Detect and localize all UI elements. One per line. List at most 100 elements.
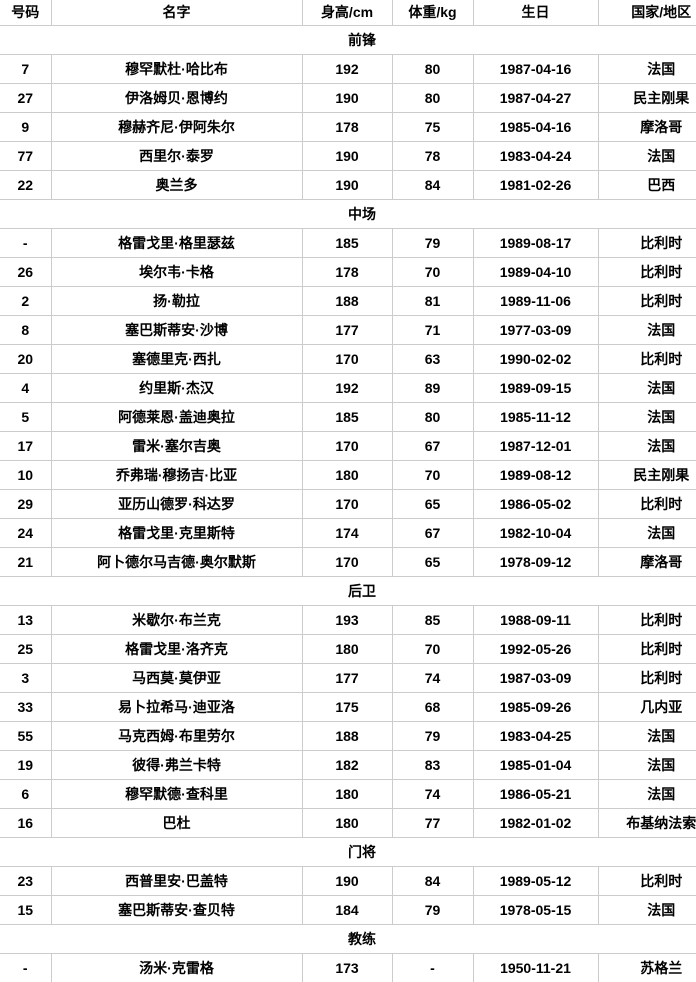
cell-number: 23 [0, 866, 52, 896]
cell-weight: 80 [392, 54, 474, 84]
table-row: 2 扬·勒拉 188 81 1989-11-06 比利时 [0, 286, 696, 316]
cell-height: 180 [302, 460, 393, 490]
cell-country: 几内亚 [598, 692, 696, 722]
cell-height: 190 [302, 170, 393, 200]
section-label: 门将 [0, 837, 696, 867]
cell-name: 汤米·克雷格 [51, 953, 303, 982]
cell-birthday: 1989-11-06 [473, 286, 599, 316]
table-row: 4 约里斯·杰汉 192 89 1989-09-15 法国 [0, 373, 696, 403]
cell-weight: 71 [392, 315, 474, 345]
table-row: 29 亚历山德罗·科达罗 170 65 1986-05-02 比利时 [0, 489, 696, 519]
cell-birthday: 1987-04-27 [473, 83, 599, 113]
cell-country: 比利时 [598, 663, 696, 693]
cell-name: 穆赫齐尼·伊阿朱尔 [51, 112, 303, 142]
cell-height: 177 [302, 315, 393, 345]
cell-country: 法国 [598, 315, 696, 345]
cell-country: 法国 [598, 54, 696, 84]
cell-birthday: 1990-02-02 [473, 344, 599, 374]
cell-height: 192 [302, 373, 393, 403]
cell-number: 29 [0, 489, 52, 519]
cell-weight: 89 [392, 373, 474, 403]
cell-birthday: 1987-12-01 [473, 431, 599, 461]
cell-number: 6 [0, 779, 52, 809]
cell-number: 3 [0, 663, 52, 693]
cell-number: 33 [0, 692, 52, 722]
cell-number: 15 [0, 895, 52, 925]
table-row: 25 格雷戈里·洛齐克 180 70 1992-05-26 比利时 [0, 634, 696, 664]
cell-name: 西普里安·巴盖特 [51, 866, 303, 896]
cell-weight: 80 [392, 83, 474, 113]
cell-number: 16 [0, 808, 52, 838]
cell-birthday: 1983-04-24 [473, 141, 599, 171]
cell-birthday: 1986-05-02 [473, 489, 599, 519]
table-row: 22 奥兰多 190 84 1981-02-26 巴西 [0, 170, 696, 200]
cell-height: 174 [302, 518, 393, 548]
cell-name: 阿德莱恩·盖迪奥拉 [51, 402, 303, 432]
cell-number: 25 [0, 634, 52, 664]
table-row: 13 米歇尔·布兰克 193 85 1988-09-11 比利时 [0, 605, 696, 635]
cell-name: 西里尔·泰罗 [51, 141, 303, 171]
cell-country: 法国 [598, 895, 696, 925]
column-header-country: 国家/地区 [598, 0, 696, 26]
cell-number: 22 [0, 170, 52, 200]
cell-number: 5 [0, 402, 52, 432]
cell-birthday: 1982-01-02 [473, 808, 599, 838]
cell-country: 法国 [598, 750, 696, 780]
cell-birthday: 1989-08-12 [473, 460, 599, 490]
cell-country: 比利时 [598, 634, 696, 664]
cell-height: 170 [302, 489, 393, 519]
cell-country: 苏格兰 [598, 953, 696, 982]
cell-name: 塞德里克·西扎 [51, 344, 303, 374]
cell-height: 185 [302, 402, 393, 432]
cell-height: 188 [302, 721, 393, 751]
cell-country: 摩洛哥 [598, 547, 696, 577]
table-row: 10 乔弗瑞·穆扬吉·比亚 180 70 1989-08-12 民主刚果 [0, 460, 696, 490]
table-row: 15 塞巴斯蒂安·查贝特 184 79 1978-05-15 法国 [0, 895, 696, 925]
table-row: 33 易卜拉希马·迪亚洛 175 68 1985-09-26 几内亚 [0, 692, 696, 722]
cell-number: 9 [0, 112, 52, 142]
table-row: 6 穆罕默德·查科里 180 74 1986-05-21 法国 [0, 779, 696, 809]
cell-birthday: 1989-09-15 [473, 373, 599, 403]
cell-birthday: 1985-09-26 [473, 692, 599, 722]
cell-height: 178 [302, 257, 393, 287]
cell-weight: 68 [392, 692, 474, 722]
section-label: 教练 [0, 924, 696, 954]
cell-number: 77 [0, 141, 52, 171]
cell-birthday: 1986-05-21 [473, 779, 599, 809]
cell-height: 170 [302, 547, 393, 577]
cell-country: 法国 [598, 721, 696, 751]
section-row: 教练 [0, 924, 696, 954]
column-header-name: 名字 [51, 0, 303, 26]
cell-name: 穆罕默德·查科里 [51, 779, 303, 809]
cell-country: 法国 [598, 779, 696, 809]
table-row: 3 马西莫·莫伊亚 177 74 1987-03-09 比利时 [0, 663, 696, 693]
cell-number: 55 [0, 721, 52, 751]
table-row: 20 塞德里克·西扎 170 63 1990-02-02 比利时 [0, 344, 696, 374]
cell-country: 民主刚果 [598, 83, 696, 113]
section-label: 后卫 [0, 576, 696, 606]
cell-weight: 85 [392, 605, 474, 635]
cell-number: 4 [0, 373, 52, 403]
cell-birthday: 1987-04-16 [473, 54, 599, 84]
cell-number: 10 [0, 460, 52, 490]
cell-birthday: 1985-04-16 [473, 112, 599, 142]
cell-name: 雷米·塞尔吉奥 [51, 431, 303, 461]
cell-height: 182 [302, 750, 393, 780]
cell-country: 法国 [598, 373, 696, 403]
section-label: 前锋 [0, 25, 696, 55]
cell-height: 170 [302, 431, 393, 461]
cell-country: 法国 [598, 402, 696, 432]
header-row: 号码 名字 身高/cm 体重/kg 生日 国家/地区 [0, 0, 696, 26]
cell-height: 188 [302, 286, 393, 316]
cell-height: 190 [302, 866, 393, 896]
table-row: 55 马克西姆·布里劳尔 188 79 1983-04-25 法国 [0, 721, 696, 751]
cell-birthday: 1983-04-25 [473, 721, 599, 751]
table-row: - 格雷戈里·格里瑟兹 185 79 1989-08-17 比利时 [0, 228, 696, 258]
cell-name: 亚历山德罗·科达罗 [51, 489, 303, 519]
cell-number: 2 [0, 286, 52, 316]
cell-height: 192 [302, 54, 393, 84]
cell-name: 格雷戈里·洛齐克 [51, 634, 303, 664]
cell-birthday: 1982-10-04 [473, 518, 599, 548]
section-row: 中场 [0, 199, 696, 229]
cell-height: 180 [302, 808, 393, 838]
